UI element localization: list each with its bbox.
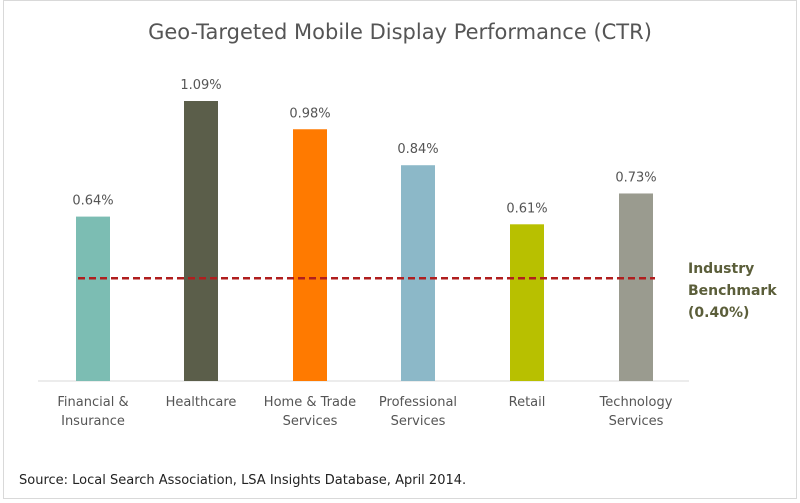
benchmark-label-line: Industry	[688, 261, 755, 278]
x-tick-label-line: Insurance	[61, 414, 125, 429]
data-label: 0.98%	[289, 106, 330, 121]
bar	[293, 129, 327, 381]
source-note: Source: Local Search Association, LSA In…	[19, 473, 467, 488]
x-tick-label-line: Services	[282, 414, 338, 429]
x-tick-label-line: Professional	[378, 395, 458, 410]
x-tick-label: Healthcare	[141, 393, 261, 412]
chart-title: Geo-Targeted Mobile Display Performance …	[148, 20, 652, 44]
benchmark-label-line: (0.40%)	[688, 305, 750, 322]
chart-frame	[3, 0, 797, 499]
x-tick-label-line: Services	[608, 414, 664, 429]
x-tick-label-line: Services	[390, 414, 446, 429]
x-tick-label: Home & Trade Services	[250, 393, 370, 431]
bar	[76, 216, 110, 381]
x-tick-label-line: Financial &	[57, 395, 129, 410]
x-tick-label: Retail	[467, 393, 587, 412]
x-tick-label: Professional Services	[358, 393, 478, 431]
benchmark-label: Industry Benchmark (0.40%)	[688, 258, 777, 324]
bar	[184, 101, 218, 381]
data-label: 0.61%	[506, 201, 547, 216]
benchmark-label-line: Benchmark	[688, 283, 777, 300]
data-label: 1.09%	[180, 78, 221, 93]
x-tick-label: Financial & Insurance	[33, 393, 153, 431]
data-label: 0.84%	[397, 142, 438, 157]
data-label: 0.64%	[72, 194, 113, 209]
x-tick-label: Technology Services	[576, 393, 696, 431]
bar	[510, 224, 544, 381]
x-tick-label-line: Retail	[508, 395, 546, 410]
data-label: 0.73%	[615, 170, 656, 185]
x-tick-label-line: Home & Trade	[263, 395, 357, 410]
bar	[619, 193, 653, 381]
x-tick-label-line: Healthcare	[165, 395, 237, 410]
x-tick-label-line: Technology	[599, 395, 673, 410]
bar	[401, 165, 435, 381]
